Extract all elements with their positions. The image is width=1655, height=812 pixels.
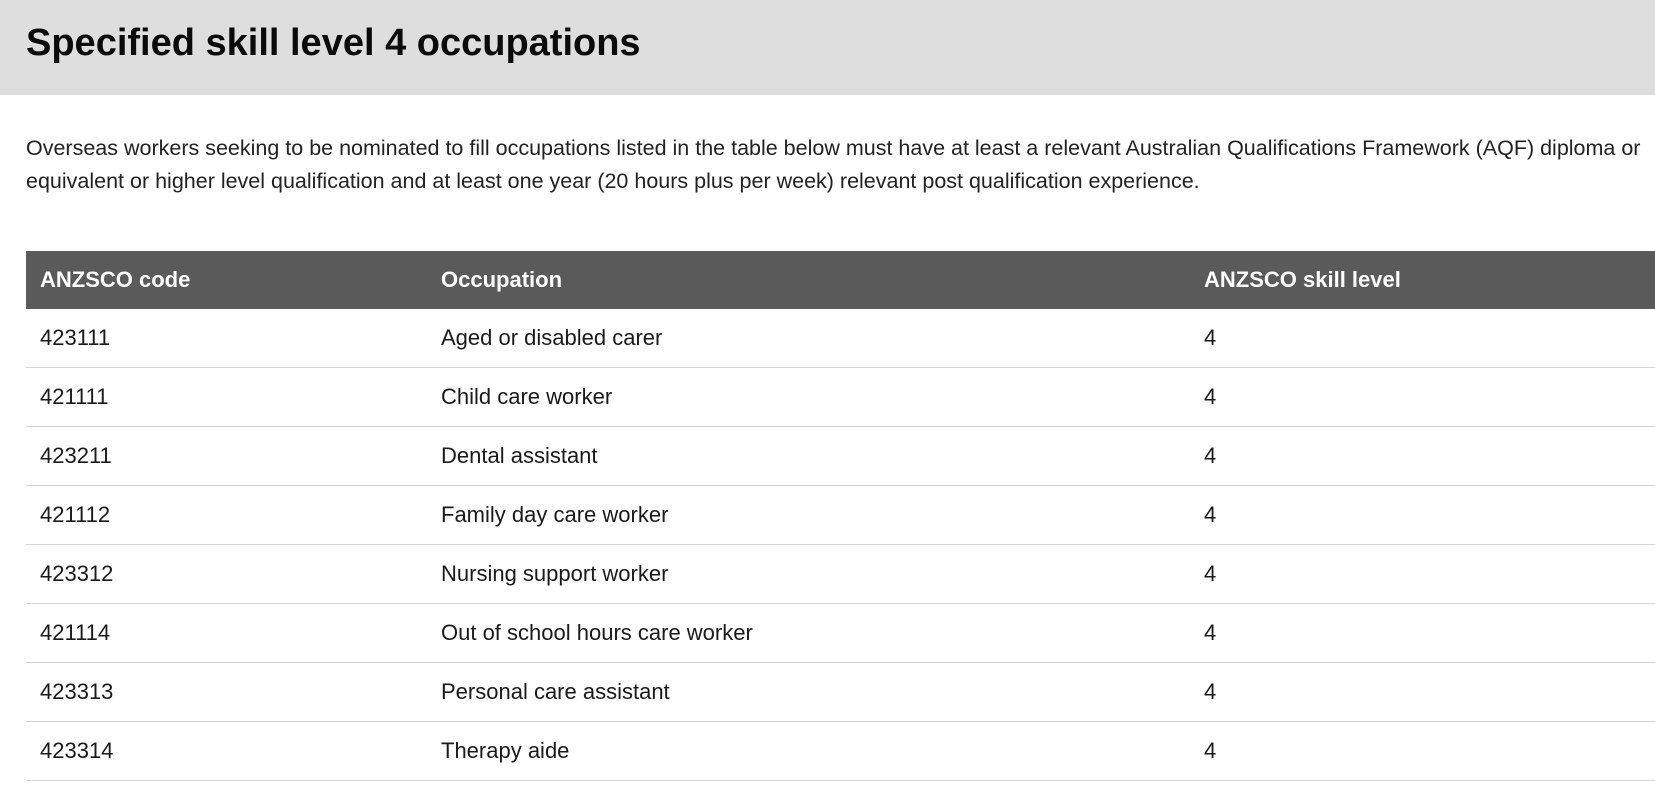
cell-occupation: Personal care assistant (427, 662, 1190, 722)
cell-anzsco-code: 421114 (26, 603, 427, 663)
cell-skill-level: 4 (1190, 544, 1655, 604)
cell-skill-level: 4 (1190, 662, 1655, 722)
cell-anzsco-code: 423111 (26, 309, 427, 368)
cell-skill-level: 4 (1190, 426, 1655, 486)
cell-occupation: Therapy aide (427, 721, 1190, 781)
page-header: Specified skill level 4 occupations (0, 0, 1655, 95)
page-title: Specified skill level 4 occupations (26, 22, 641, 64)
cell-occupation: Aged or disabled carer (427, 309, 1190, 368)
table-row: 421112 Family day care worker 4 (26, 485, 1655, 545)
occupations-table: ANZSCO code Occupation ANZSCO skill leve… (26, 251, 1655, 781)
cell-skill-level: 4 (1190, 309, 1655, 368)
table-header-row: ANZSCO code Occupation ANZSCO skill leve… (26, 251, 1655, 309)
intro-paragraph: Overseas workers seeking to be nominated… (26, 136, 1641, 193)
cell-skill-level: 4 (1190, 367, 1655, 427)
cell-occupation: Nursing support worker (427, 544, 1190, 604)
header-skill-level: ANZSCO skill level (1190, 251, 1655, 309)
cell-skill-level: 4 (1190, 603, 1655, 663)
cell-skill-level: 4 (1190, 485, 1655, 545)
cell-anzsco-code: 423312 (26, 544, 427, 604)
cell-anzsco-code: 421112 (26, 485, 427, 545)
table-row: 421111 Child care worker 4 (26, 367, 1655, 427)
table-row: 423312 Nursing support worker 4 (26, 544, 1655, 604)
table-row: 423313 Personal care assistant 4 (26, 662, 1655, 722)
table-row: 421114 Out of school hours care worker 4 (26, 603, 1655, 663)
cell-anzsco-code: 423313 (26, 662, 427, 722)
table-row: 423314 Therapy aide 4 (26, 721, 1655, 781)
cell-occupation: Out of school hours care worker (427, 603, 1190, 663)
cell-anzsco-code: 423314 (26, 721, 427, 781)
header-occupation: Occupation (427, 251, 1190, 309)
cell-occupation: Family day care worker (427, 485, 1190, 545)
cell-skill-level: 4 (1190, 721, 1655, 781)
cell-occupation: Child care worker (427, 367, 1190, 427)
table-row: 423211 Dental assistant 4 (26, 426, 1655, 486)
header-anzsco-code: ANZSCO code (26, 251, 427, 309)
cell-occupation: Dental assistant (427, 426, 1190, 486)
cell-anzsco-code: 421111 (26, 367, 427, 427)
table-row: 423111 Aged or disabled carer 4 (26, 309, 1655, 368)
cell-anzsco-code: 423211 (26, 426, 427, 486)
